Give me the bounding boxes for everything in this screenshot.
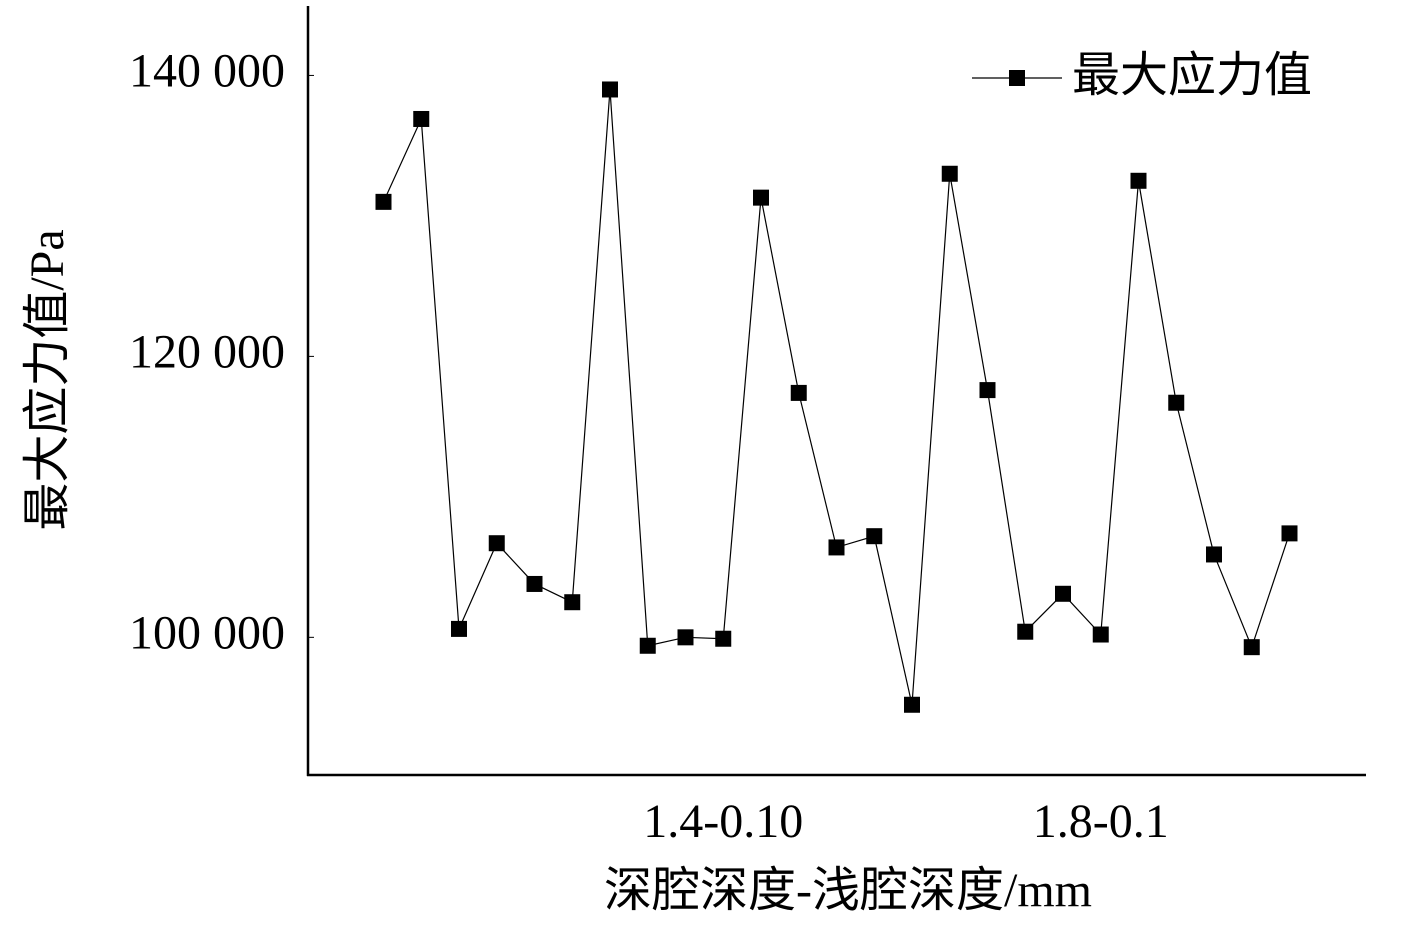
x-axis-label: 深腔深度-浅腔深度/mm [604,864,1092,917]
x-tick-label: 1.4-0.10 [643,795,803,848]
data-point [564,594,581,611]
data-point [715,630,732,647]
y-tick-label: 120 000 [129,325,285,378]
data-point [1206,546,1222,563]
data-point [1130,172,1147,189]
data-point [375,193,392,210]
data-point [828,539,845,556]
data-point [1055,585,1071,602]
data-point [1281,525,1298,542]
data-point [1092,626,1109,643]
y-tick-label: 140 000 [129,44,285,97]
data-point [866,528,883,545]
data-point [1168,394,1185,411]
x-tick-label: 1.8-0.1 [1033,795,1169,848]
data-point [602,81,618,98]
data-point [753,189,769,206]
data-point [639,637,656,654]
series-line [382,89,1291,705]
data-point [1017,623,1034,640]
data-point [413,110,430,127]
data-point [979,382,996,399]
data-point [526,575,543,592]
data-point [677,629,694,646]
data-point [1243,639,1260,656]
data-point [790,384,807,401]
data-point [451,620,467,637]
legend-marker [1009,70,1025,86]
y-axis-label: 最大应力值/Pa [21,229,74,530]
data-point [904,696,920,713]
legend-label: 最大应力值 [1072,49,1312,102]
y-tick-label: 100 000 [129,606,285,659]
data-point [488,535,505,552]
data-point [941,165,958,182]
